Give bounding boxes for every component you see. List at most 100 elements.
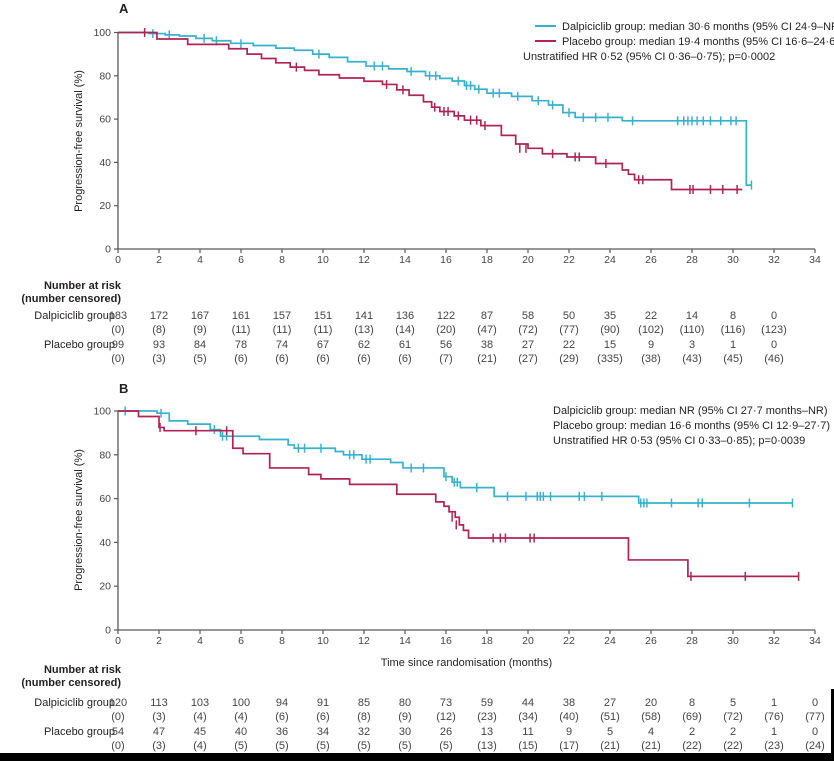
legend-dalpiciclib-text: Dalpiciclib group: median 30·6 months (9…: [562, 21, 834, 33]
risk-censored-cell: (6): [275, 711, 289, 723]
risk-count-cell: 1: [770, 726, 778, 738]
dalpiciclib-km-curve: [118, 410, 793, 504]
risk-count-cell: 61: [398, 339, 412, 351]
risk-count-cell: 84: [193, 339, 207, 351]
risk-censored-cell: (11): [313, 324, 333, 336]
risk-censored-cell: (0): [111, 353, 125, 365]
x-tick-label: 32: [768, 635, 780, 647]
y-tick-label: 60: [99, 114, 111, 126]
risk-censored-cell: (4): [193, 740, 207, 752]
risk-censored-cell: (5): [234, 740, 248, 752]
risk-count-cell: 172: [149, 310, 169, 322]
risk-censored-cell: (5): [439, 740, 453, 752]
risk-count-cell: 157: [272, 310, 292, 322]
risk-censored-cell: (11): [231, 324, 251, 336]
risk-censored-cell: (46): [764, 353, 784, 365]
panel-b-legend: Dalpiciclib group: median NR (95% CI 27·…: [553, 404, 830, 449]
x-tick-label: 24: [604, 254, 616, 266]
risk-count-cell: 35: [603, 310, 617, 322]
panel-b-risk-header-2: (number censored): [21, 677, 121, 689]
risk-count-cell: 40: [234, 726, 248, 738]
risk-count-cell: 44: [521, 697, 535, 709]
risk-count-cell: 113: [150, 697, 168, 709]
risk-censored-cell: (76): [764, 711, 784, 723]
risk-censored-cell: (22): [723, 740, 743, 752]
risk-censored-cell: (22): [682, 740, 702, 752]
legend-hr-text-b: Unstratified HR 0·53 (95% CI 0·33–0·85);…: [553, 435, 806, 447]
risk-count-cell: 0: [770, 310, 778, 322]
x-tick-label: 0: [115, 635, 121, 647]
legend-hr-text: Unstratified HR 0·52 (95% CI 0·36–0·75);…: [523, 51, 776, 63]
panel-b-letter: B: [119, 381, 129, 396]
risk-count-cell: 4: [647, 726, 655, 738]
risk-censored-cell: (21): [477, 353, 497, 365]
risk-count-cell: 8: [688, 697, 696, 709]
risk-count-cell: 38: [480, 339, 494, 351]
risk-censored-cell: (45): [723, 353, 743, 365]
risk-censored-cell: (72): [723, 711, 743, 723]
risk-count-cell: 103: [190, 697, 210, 709]
x-tick-label: 34: [809, 635, 821, 647]
risk-count-cell: 38: [562, 697, 576, 709]
risk-count-cell: 0: [811, 726, 819, 738]
risk-censored-cell: (29): [559, 353, 579, 365]
risk-count-cell: 20: [644, 697, 658, 709]
y-tick-label: 0: [105, 625, 111, 637]
risk-censored-cell: (38): [641, 353, 661, 365]
risk-censored-cell: (102): [638, 324, 664, 336]
risk-censored-cell: (110): [679, 324, 705, 336]
risk-count-cell: 27: [521, 339, 535, 351]
legend-row-dalpiciclib: Dalpiciclib group: median 30·6 months (9…: [523, 20, 834, 35]
risk-count-cell: 56: [439, 339, 453, 351]
dalpiciclib-km-curve: [118, 31, 752, 186]
risk-count-cell: 54: [111, 726, 125, 738]
y-tick-label: 40: [99, 537, 111, 549]
risk-censored-cell: (6): [275, 353, 289, 365]
risk-censored-cell: (11): [272, 324, 292, 336]
risk-censored-cell: (6): [316, 353, 330, 365]
x-tick-label: 12: [358, 254, 370, 266]
x-tick-label: 12: [358, 635, 370, 647]
x-tick-label: 30: [727, 254, 739, 266]
risk-count-cell: 58: [521, 310, 535, 322]
risk-count-cell: 34: [316, 726, 330, 738]
x-tick-label: 32: [768, 254, 780, 266]
y-tick-label: 0: [105, 244, 111, 256]
panel-a-risk-header-2: (number censored): [21, 293, 121, 305]
risk-censored-cell: (123): [761, 324, 787, 336]
x-tick-label: 26: [645, 635, 657, 647]
risk-count-cell: 122: [436, 310, 456, 322]
figure-right-edge-rule: [831, 689, 834, 755]
risk-censored-cell: (69): [682, 711, 702, 723]
risk-count-cell: 0: [811, 697, 819, 709]
figure-bottom-rule: [0, 753, 834, 761]
risk-censored-cell: (6): [234, 353, 248, 365]
risk-row-label: Placebo group: [44, 726, 115, 738]
risk-count-cell: 0: [770, 339, 778, 351]
x-tick-label: 20: [522, 635, 534, 647]
risk-count-cell: 136: [395, 310, 415, 322]
risk-censored-cell: (3): [152, 711, 166, 723]
y-tick-label: 80: [99, 70, 111, 82]
risk-censored-cell: (12): [436, 711, 456, 723]
placebo-line-swatch: [535, 40, 556, 42]
risk-censored-cell: (72): [518, 324, 538, 336]
risk-count-cell: 50: [562, 310, 576, 322]
placebo-km-curve: [118, 31, 743, 191]
x-tick-label: 30: [727, 635, 739, 647]
risk-count-cell: 36: [275, 726, 289, 738]
risk-censored-cell: (14): [395, 324, 415, 336]
risk-censored-cell: (23): [477, 711, 497, 723]
risk-censored-cell: (6): [357, 353, 371, 365]
risk-count-cell: 1: [729, 339, 737, 351]
risk-count-cell: 5: [729, 697, 737, 709]
risk-censored-cell: (0): [111, 324, 125, 336]
risk-count-cell: 93: [152, 339, 166, 351]
risk-censored-cell: (5): [193, 353, 207, 365]
risk-censored-cell: (116): [720, 324, 746, 336]
x-tick-label: 0: [115, 254, 121, 266]
risk-count-cell: 62: [357, 339, 371, 351]
risk-count-cell: 78: [234, 339, 248, 351]
risk-row-label: Placebo group: [44, 339, 115, 351]
